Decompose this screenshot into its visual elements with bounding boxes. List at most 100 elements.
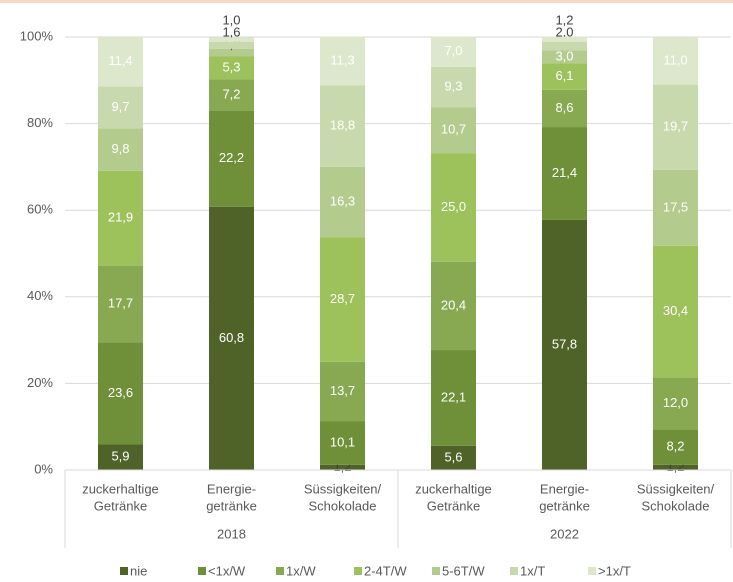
bar-segment	[653, 429, 698, 465]
data-label: 11,4	[108, 53, 132, 68]
legend-swatch	[120, 567, 128, 575]
data-label: 9,7	[111, 99, 129, 114]
data-label: 19,7	[663, 119, 688, 134]
data-label: 18,8	[330, 118, 355, 133]
bar-segment	[209, 48, 254, 57]
y-tick-label: 100%	[20, 28, 54, 43]
data-label: 5,3	[222, 59, 240, 74]
data-label: 8,6	[555, 100, 573, 115]
bar-segment	[209, 110, 254, 207]
data-label: 28,7	[330, 291, 355, 306]
x-tick-label: Energie-	[540, 481, 589, 496]
legend-swatch	[432, 567, 440, 575]
data-label: 13,7	[330, 383, 355, 398]
data-label: 20,4	[441, 297, 466, 312]
x-tick-label: Süssigkeiten/	[637, 481, 715, 496]
x-tick-label: zuckerhaltige	[82, 481, 159, 496]
bar-segment	[98, 265, 143, 343]
bar-segment	[431, 153, 476, 262]
y-tick-label: 80%	[27, 115, 53, 130]
data-label: 1,6	[222, 24, 240, 39]
data-label: 21,4	[552, 165, 577, 180]
bar-segment	[542, 41, 587, 51]
data-label: 9,8	[111, 141, 129, 156]
bar-segment	[653, 37, 698, 85]
data-label: 22,2	[219, 150, 244, 165]
bar-segment	[431, 350, 476, 446]
data-label: 7,0	[444, 43, 462, 58]
data-label: 23,6	[108, 385, 133, 400]
legend-label: 2-4T/W	[364, 563, 407, 577]
top-border	[0, 0, 733, 3]
x-tick-label: Schokolade	[642, 498, 710, 513]
bar-segment	[98, 342, 143, 445]
data-label: 60,8	[219, 330, 244, 345]
data-label: 10,1	[330, 434, 355, 449]
data-label: 25,0	[441, 199, 466, 214]
legend-swatch	[588, 567, 596, 575]
data-label: 22,1	[441, 389, 466, 404]
data-label: 2,0	[555, 24, 573, 39]
legend-label: 5-6T/W	[442, 563, 485, 577]
legend-label: nie	[130, 563, 147, 577]
data-label: 11,0	[663, 52, 687, 67]
bar-segment	[320, 464, 365, 470]
bar-segment	[320, 421, 365, 465]
bar-segment	[209, 41, 254, 49]
bar-segment	[542, 36, 587, 42]
bar-segment	[431, 36, 476, 67]
x-tick-label: Energie-	[207, 481, 256, 496]
y-tick-label: 0%	[34, 461, 53, 476]
legend-label: 1x/T	[520, 563, 545, 577]
data-label: 10,7	[441, 122, 466, 137]
bar-segment	[98, 37, 143, 87]
legend-swatch	[510, 567, 518, 575]
data-label: 21,9	[108, 210, 133, 225]
bar-segment	[431, 261, 476, 351]
bar-segment	[542, 89, 587, 128]
bar-segment	[431, 66, 476, 108]
y-tick-label: 60%	[27, 202, 53, 217]
data-label: 3,0	[555, 48, 573, 63]
data-label: 57,8	[552, 336, 577, 351]
bar-segment	[98, 170, 143, 266]
bar-segment	[98, 128, 143, 171]
data-label: 9,3	[444, 78, 462, 93]
data-label: 6,1	[555, 68, 573, 83]
bar-segment	[542, 127, 587, 220]
bar-segment	[209, 79, 254, 111]
x-tick-label: Schokolade	[309, 498, 377, 513]
x-tick-label: zuckerhaltige	[415, 481, 492, 496]
data-label: 1,0	[222, 12, 240, 27]
bar-segment	[653, 169, 698, 246]
legend-label: 1x/W	[286, 563, 316, 577]
y-tick-label: 40%	[27, 288, 53, 303]
bar-segment	[320, 85, 365, 167]
data-label: 17,5	[663, 199, 688, 214]
bar-segment	[653, 84, 698, 170]
x-tick-label: Getränke	[427, 498, 480, 513]
data-label: 1,2	[555, 12, 573, 27]
bar-segment	[209, 206, 254, 470]
bar-segment	[542, 219, 587, 470]
bar-segment	[431, 445, 476, 470]
bar-segment	[542, 50, 587, 64]
data-label: 12,0	[663, 395, 688, 410]
data-label: 30,4	[663, 303, 688, 318]
x-tick-label: getränke	[539, 498, 590, 513]
bar-segment	[320, 36, 365, 86]
data-label: 11,3	[330, 52, 354, 67]
x-tick-label: Getränke	[94, 498, 147, 513]
legend-swatch	[354, 567, 362, 575]
bar-segment	[209, 56, 254, 80]
legend-swatch	[276, 567, 284, 575]
bar-segment	[320, 361, 365, 422]
group-label: 2022	[550, 526, 579, 541]
bar-segment	[98, 86, 143, 129]
x-tick-label: getränke	[206, 498, 257, 513]
data-label: 17,7	[108, 295, 133, 310]
legend-label: >1x/T	[598, 563, 631, 577]
legend-swatch	[198, 567, 206, 575]
data-label: 16,3	[330, 194, 355, 209]
